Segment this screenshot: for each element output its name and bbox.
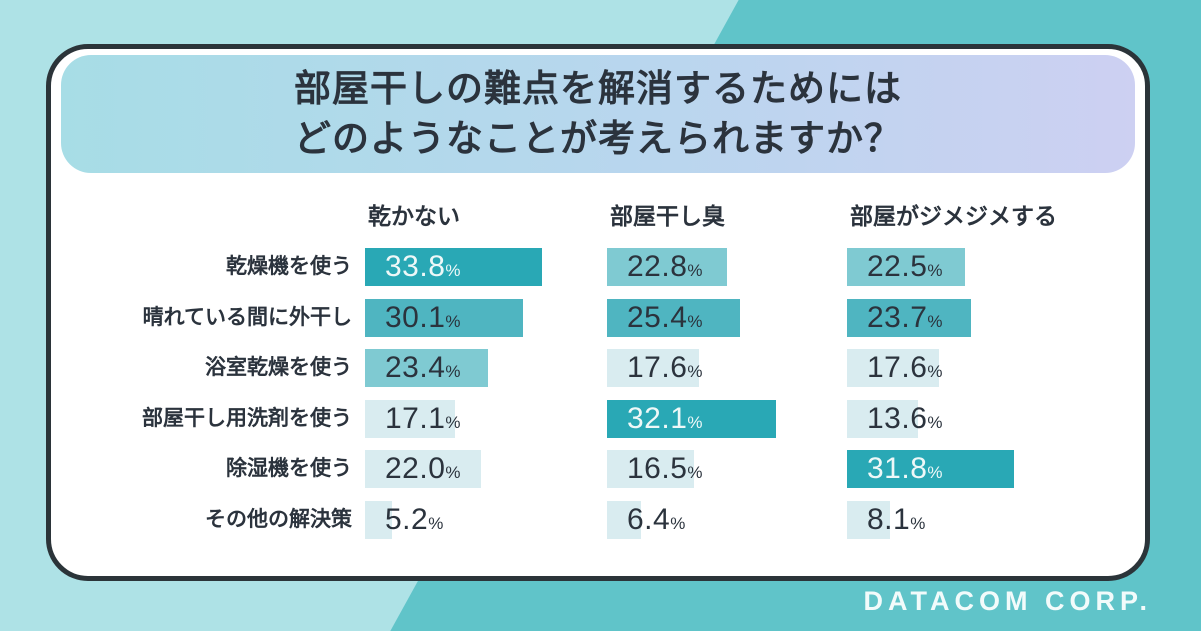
- bar: 22.0%: [365, 450, 481, 489]
- bar-value-label: 5.2%: [385, 503, 444, 536]
- bar-value-label: 25.4%: [627, 300, 704, 334]
- bar: 25.4%: [607, 298, 741, 337]
- bar-value-label: 33.8%: [385, 250, 462, 283]
- bar-value-label: 13.6%: [867, 401, 944, 435]
- bar-value-label: 6.4%: [627, 503, 686, 536]
- bar-value-label: 16.5%: [627, 452, 704, 486]
- bar-value-label: 17.1%: [385, 401, 462, 435]
- bar: 30.1%: [365, 298, 524, 337]
- column-header: 部屋がジメジメする: [850, 203, 1057, 229]
- bar: 32.1%: [607, 399, 776, 438]
- row-label: 浴室乾燥を使う: [205, 356, 352, 380]
- row-label: 部屋干し用洗剤を使う: [142, 406, 352, 430]
- bar: 23.4%: [365, 349, 488, 388]
- bar-value-label: 23.7%: [867, 300, 944, 334]
- bar-value-label: 22.5%: [867, 250, 944, 283]
- title-banner: 部屋干しの難点を解消するためには どのようなことが考えられますか？: [61, 55, 1135, 173]
- bar-value-label: 23.4%: [385, 351, 462, 385]
- bar-value-label: 22.8%: [627, 250, 704, 283]
- company-logo-text: DATACOM CORP.: [863, 586, 1152, 616]
- chart-title-line2: どのようなことが考えられますか？: [294, 118, 902, 159]
- bar: 17.6%: [607, 349, 703, 388]
- bar: 17.6%: [847, 349, 943, 388]
- row-label: 乾燥機を使う: [226, 255, 352, 278]
- chart-title-line1: 部屋干しの難点を解消するためには: [294, 68, 902, 109]
- grouped-bar-chart: 乾かない 部屋干し臭 部屋がジメジメする乾燥機を使う 33.8% 22.8% 22.5% 晴…: [51, 49, 1145, 576]
- bar: 6.4%: [607, 501, 685, 539]
- bar-value-label: 32.1%: [627, 401, 704, 435]
- bar: 17.1%: [365, 399, 461, 438]
- bar: 13.6%: [847, 399, 943, 438]
- bar-value-label: 31.8%: [867, 452, 944, 486]
- column-header: 部屋干し臭: [610, 203, 725, 229]
- column-header: 乾かない: [368, 203, 460, 229]
- bar-value-label: 22.0%: [385, 452, 462, 486]
- bar: 33.8%: [365, 248, 543, 286]
- row-label: 晴れている間に外干し: [142, 305, 352, 329]
- row-label: 除湿機を使う: [226, 457, 352, 481]
- bar-value-label: 17.6%: [867, 351, 944, 385]
- bar: 8.1%: [847, 501, 925, 539]
- bar-value-label: 8.1%: [867, 503, 926, 536]
- bar: 23.7%: [847, 298, 972, 337]
- bar: 22.5%: [847, 248, 966, 286]
- bar: 5.2%: [365, 501, 443, 539]
- row-label: その他の解決策: [205, 508, 352, 531]
- bar-value-label: 30.1%: [385, 300, 462, 334]
- bar: 22.8%: [607, 248, 727, 286]
- bar: 31.8%: [847, 450, 1014, 489]
- chart-card: 部屋干しの難点を解消するためには どのようなことが考えられますか？ 乾かない部屋…: [46, 44, 1150, 581]
- bar: 16.5%: [607, 450, 703, 489]
- bar-value-label: 17.6%: [627, 351, 704, 385]
